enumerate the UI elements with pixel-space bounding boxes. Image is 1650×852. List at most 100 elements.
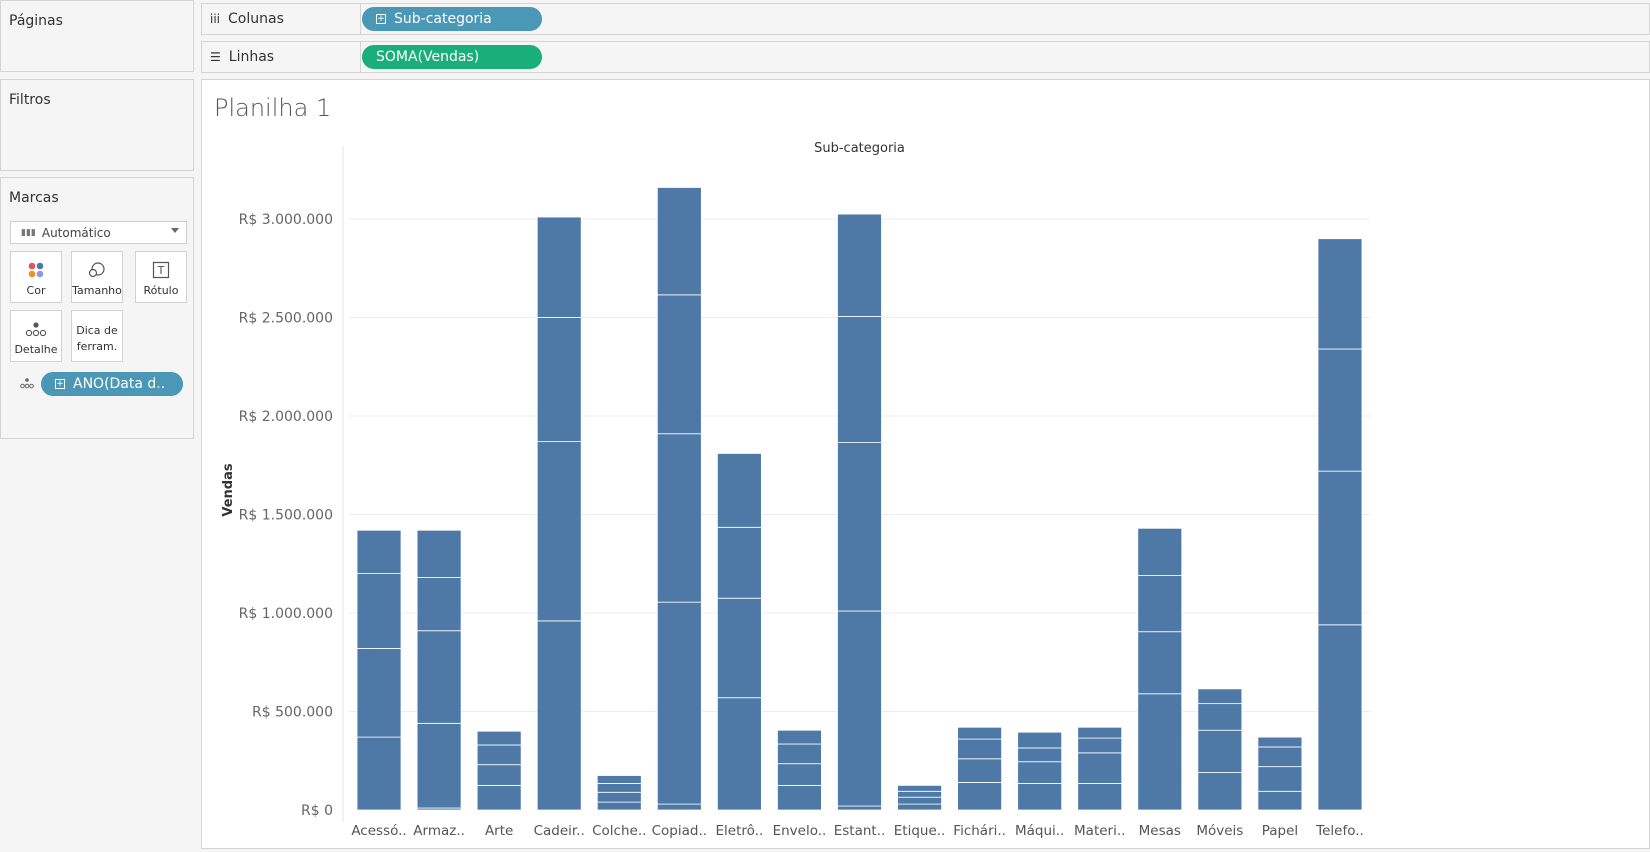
bar-segment	[356, 736, 402, 811]
bar-segment	[957, 782, 1003, 811]
x-tick-label: Máqui..	[1015, 823, 1064, 839]
x-tick-label: Telefo..	[1315, 823, 1364, 839]
bar-segment	[716, 697, 762, 811]
bar-segment	[1317, 348, 1363, 472]
size-icon	[72, 261, 122, 279]
bar-segment	[476, 744, 522, 766]
pages-shelf[interactable]: Páginas	[0, 0, 194, 72]
bar-segment	[837, 610, 882, 807]
bar-segment	[777, 743, 822, 765]
x-tick-label: Estant..	[834, 823, 886, 839]
bar-segment	[476, 784, 522, 811]
bar-segment	[837, 442, 882, 612]
bar-segment	[1077, 752, 1123, 784]
text-label-icon: T	[136, 261, 186, 279]
bar-segment	[897, 803, 942, 811]
detail-label: Detalhe	[14, 343, 58, 356]
bar-segment	[1017, 783, 1063, 811]
view-area: Planilha 1 Sub-categoria Vendas R$ 0 R$ 500…	[201, 79, 1650, 849]
bar-segment	[596, 801, 642, 811]
bar-segment	[416, 577, 462, 632]
bar-segment	[656, 803, 702, 811]
detail-field-pill[interactable]: + ANO(Data d..	[41, 372, 183, 396]
sheet-title: Planilha 1	[214, 94, 332, 122]
bar-segment	[716, 597, 762, 699]
rows-pill[interactable]: SOMA(Vendas)	[362, 45, 542, 69]
bar-segment	[897, 790, 942, 798]
y-tick-label: R$ 2.000.000	[239, 409, 333, 425]
y-axis-label: Vendas	[221, 463, 236, 517]
x-tick-label: Papel	[1262, 823, 1298, 839]
x-tick-label: Etique..	[894, 823, 946, 839]
pages-title: Páginas	[9, 13, 63, 29]
bar-segment	[1317, 470, 1363, 626]
x-tick-label: Mesas	[1139, 823, 1181, 839]
bar-segment	[1077, 737, 1123, 754]
y-tick-label: R$ 1.000.000	[239, 606, 333, 622]
bar-segment	[1197, 688, 1243, 705]
expand-icon: +	[376, 14, 386, 24]
detail-icon	[11, 320, 61, 338]
bar-segment	[957, 758, 1003, 783]
sales-bar-chart: Sub-categoria Vendas R$ 0 R$ 500.000 R$ 1.00…	[221, 141, 1370, 839]
size-button[interactable]: Tamanho	[71, 251, 123, 303]
x-tick-label: Cadeir..	[534, 823, 585, 839]
bar-segment	[476, 730, 522, 746]
bar-segment	[656, 187, 702, 296]
x-tick-label: Envelo..	[773, 823, 827, 839]
x-tick-label: Materi..	[1074, 823, 1125, 839]
rows-label: Linhas	[228, 49, 275, 65]
detail-encoding-icon	[20, 374, 34, 393]
bar-segment	[476, 764, 522, 786]
color-label: Cor	[26, 284, 46, 297]
bar-segment	[596, 783, 642, 793]
bar-segment	[837, 316, 882, 443]
columns-shelf: iii Colunas + Sub-categoria	[201, 3, 1650, 35]
bar-segment	[1317, 238, 1363, 350]
x-tick-label: Acessó..	[351, 823, 406, 839]
bar-segment	[416, 630, 462, 724]
bar-chart-icon: ▮▮▮	[21, 227, 36, 238]
bar-segment	[356, 529, 402, 575]
marks-card: Marcas ▮▮▮ Automático Cor Tamanho	[0, 177, 194, 439]
bar-segment	[716, 453, 762, 528]
label-label: Rótulo	[143, 284, 179, 297]
tooltip-label-line2: ferram.	[76, 340, 118, 353]
bar-segment	[837, 805, 882, 811]
bar-segment	[1137, 527, 1183, 576]
bar-segment	[1137, 575, 1183, 633]
chevron-down-icon	[171, 228, 179, 233]
y-tick-label: R$ 0	[301, 803, 333, 819]
bar-segment	[1197, 772, 1243, 811]
bar-segment	[656, 433, 702, 603]
y-tick-label: R$ 2.500.000	[239, 311, 333, 327]
bar-segment	[1197, 729, 1243, 773]
bar-segment	[1017, 731, 1063, 749]
bar-segment	[837, 213, 882, 317]
bar-segment	[897, 784, 942, 792]
columns-label: Colunas	[228, 11, 284, 27]
rows-shelf: ☰ Linhas SOMA(Vendas)	[201, 41, 1650, 73]
bar-segment	[536, 620, 582, 811]
label-button[interactable]: T Rótulo	[135, 251, 187, 303]
filters-title: Filtros	[9, 92, 51, 108]
y-tick-label: R$ 1.500.000	[239, 508, 333, 524]
mark-type-dropdown[interactable]: ▮▮▮ Automático	[10, 221, 187, 244]
bar-segment	[1257, 746, 1303, 768]
x-tick-label: Eletrô..	[716, 823, 764, 839]
bar-segment	[656, 601, 702, 805]
x-tick-label: Copiad..	[652, 823, 707, 839]
bar-segment	[777, 729, 822, 745]
columns-pill[interactable]: + Sub-categoria	[362, 7, 542, 31]
color-button[interactable]: Cor	[10, 251, 62, 303]
detail-button[interactable]: Detalhe	[10, 310, 62, 362]
bar-segment	[1197, 703, 1243, 731]
detail-field-pill-label: ANO(Data d..	[73, 376, 166, 392]
bar-segment	[777, 763, 822, 786]
tooltip-button[interactable]: Dica de ferram.	[71, 310, 123, 362]
x-tick-label: Colche..	[592, 823, 646, 839]
filters-shelf[interactable]: Filtros	[0, 79, 194, 171]
svg-text:T: T	[157, 264, 165, 277]
bar-segment	[596, 791, 642, 803]
bar-segment	[1257, 736, 1303, 748]
